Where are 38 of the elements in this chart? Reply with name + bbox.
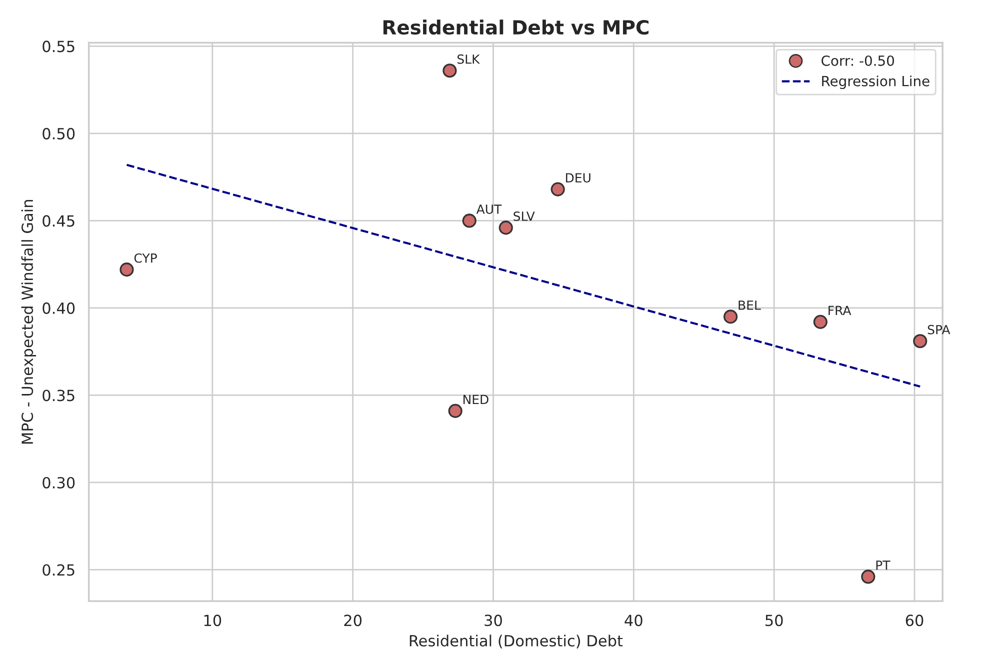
annotation: SLV bbox=[514, 211, 535, 221]
point bbox=[462, 214, 476, 228]
annotation: FRA bbox=[828, 306, 852, 315]
point bbox=[120, 262, 134, 277]
x-tick-label: 30 bbox=[484, 614, 502, 626]
y-tick-label: 0.25 bbox=[42, 564, 74, 576]
y-tick-label: 0.35 bbox=[42, 390, 74, 402]
x-tick-label: 40 bbox=[624, 614, 642, 626]
annotation: AUT bbox=[476, 204, 502, 214]
legend-label: Regression Line bbox=[822, 76, 930, 90]
point bbox=[913, 334, 928, 348]
y-tick-label: 0.50 bbox=[42, 128, 75, 140]
annotation: SLK bbox=[457, 54, 480, 64]
point bbox=[448, 404, 462, 418]
x-tick-label: 50 bbox=[766, 614, 783, 626]
point bbox=[724, 310, 738, 324]
annotation: SPA bbox=[928, 324, 950, 334]
annotation: PT bbox=[876, 560, 890, 570]
annotation: CYP bbox=[134, 253, 157, 263]
legend-label: Corr: -0.50 bbox=[822, 55, 894, 66]
y-tick-label: 0.30 bbox=[42, 476, 75, 489]
y-tick-label: 0.45 bbox=[42, 215, 74, 227]
point bbox=[861, 570, 876, 584]
x-tick-label: 20 bbox=[344, 614, 362, 626]
x-tick-label: 10 bbox=[204, 614, 222, 626]
annotation: BEL bbox=[738, 300, 761, 310]
point bbox=[498, 220, 513, 235]
y-axis-title: MPC - Unexpected Windfall Gain bbox=[21, 200, 36, 444]
point bbox=[813, 314, 828, 329]
x-tick-label: 60 bbox=[906, 614, 924, 626]
point bbox=[550, 182, 565, 196]
chart-title: Residential Debt vs MPC bbox=[383, 20, 648, 35]
y-tick-label: 0.40 bbox=[42, 302, 75, 314]
y-tick-label: 0.55 bbox=[42, 40, 74, 52]
point bbox=[442, 64, 457, 78]
x-axis-title: Residential (Domestic) Debt bbox=[410, 634, 623, 648]
annotation: NED bbox=[464, 394, 488, 404]
annotation: DEU bbox=[566, 173, 590, 183]
